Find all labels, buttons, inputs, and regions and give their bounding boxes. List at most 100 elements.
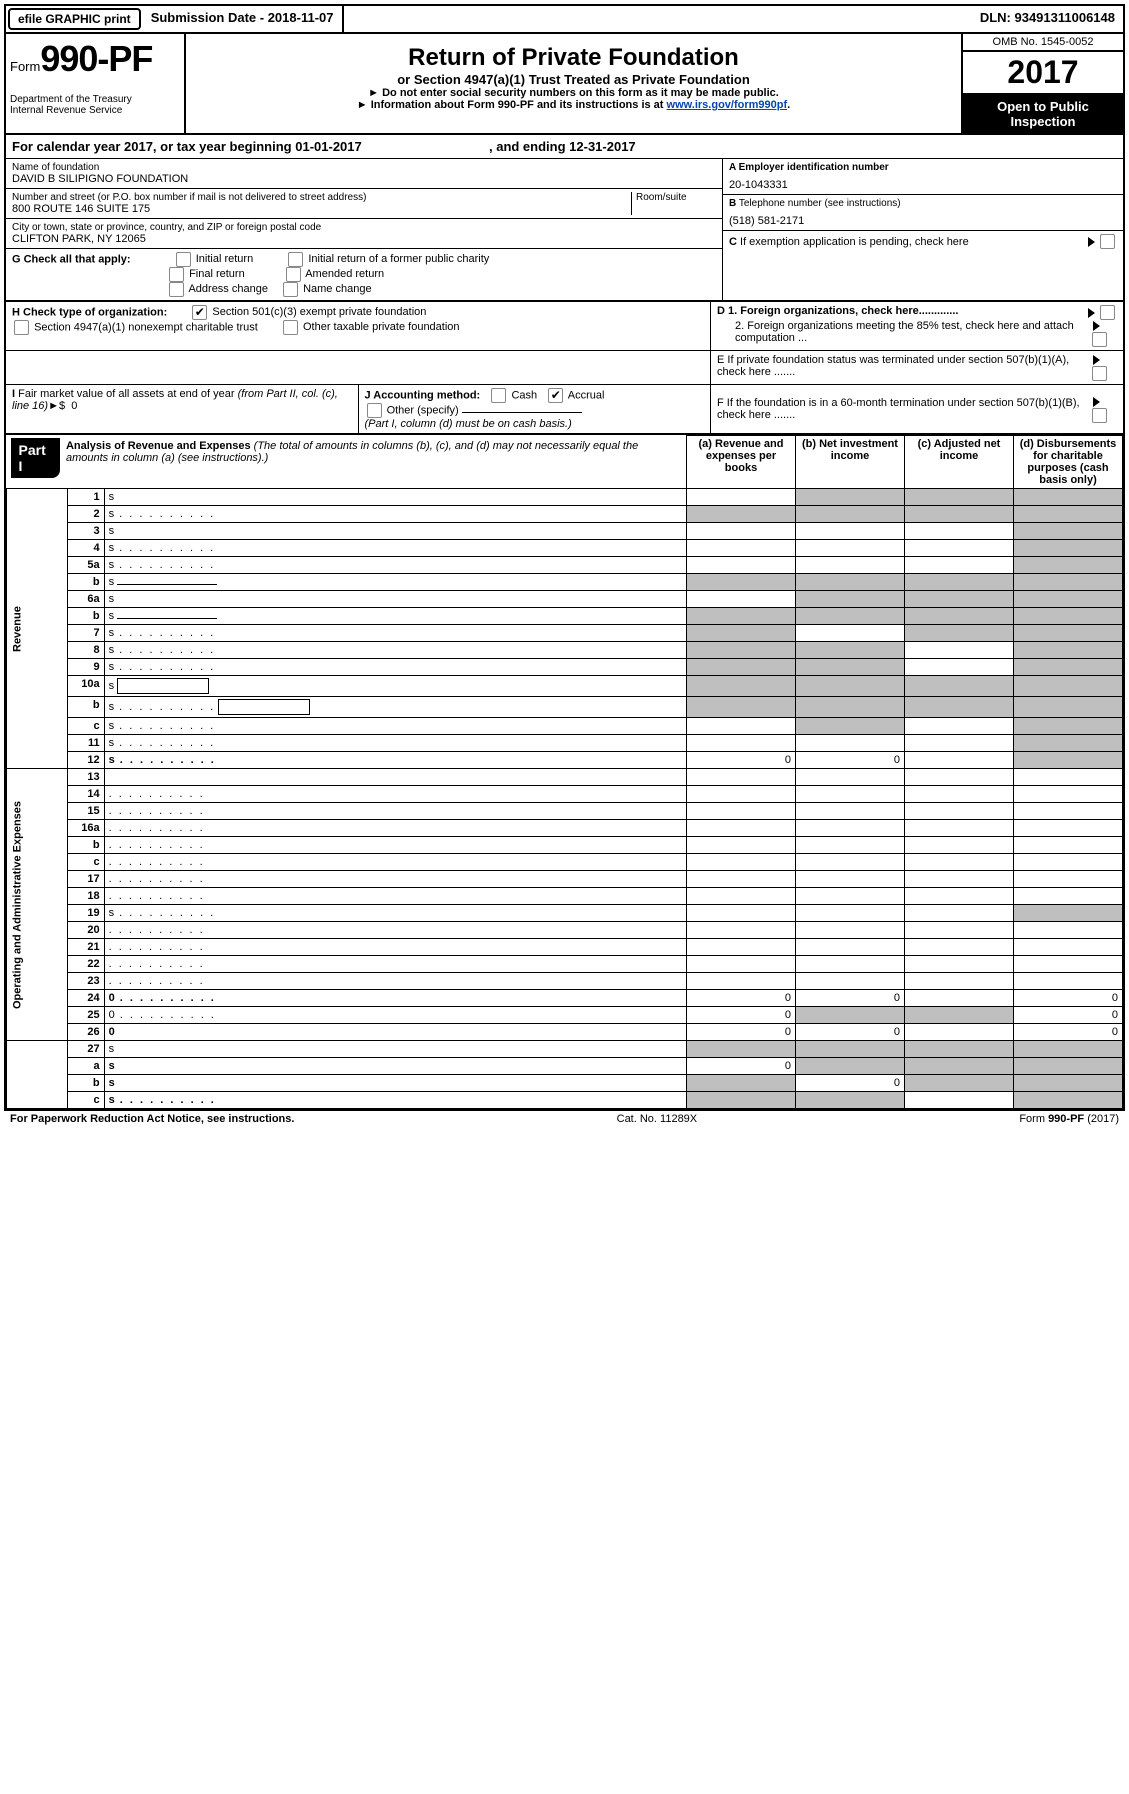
h-label: H Check type of organization:: [12, 306, 167, 318]
inline-box[interactable]: [218, 699, 310, 715]
cell-value: [796, 956, 905, 973]
line-number: c: [67, 718, 104, 735]
cb-other-taxable[interactable]: [283, 320, 298, 335]
dept-irs: Internal Revenue Service: [10, 105, 180, 116]
cell-value: [687, 888, 796, 905]
line-number: 18: [67, 888, 104, 905]
line-number: 23: [67, 973, 104, 990]
cb-exemption-pending[interactable]: [1100, 234, 1115, 249]
cell-value: [796, 871, 905, 888]
cell-value: [796, 888, 905, 905]
cell-value: 0: [687, 990, 796, 1007]
cell-value: [687, 922, 796, 939]
street-cell: Number and street (or P.O. box number if…: [6, 189, 722, 219]
cb-cash[interactable]: [491, 388, 506, 403]
cell-value: [905, 990, 1014, 1007]
identity-left: Name of foundation DAVID B SILIPIGNO FOU…: [6, 159, 722, 300]
cb-initial-former[interactable]: [288, 252, 303, 267]
cell-value: [796, 557, 905, 574]
cb-other-method[interactable]: [367, 403, 382, 418]
cell-shaded: [1014, 1058, 1123, 1075]
footer-mid: Cat. No. 11289X: [617, 1113, 698, 1125]
net-spacer: [7, 1041, 68, 1109]
cb-60month[interactable]: [1092, 408, 1107, 423]
i-cell: I Fair market value of all assets at end…: [6, 385, 359, 433]
cb-4947[interactable]: [14, 320, 29, 335]
cell-shaded: [905, 489, 1014, 506]
line-number: 19: [67, 905, 104, 922]
table-row: 17: [7, 871, 1123, 888]
cell-shaded: [796, 659, 905, 676]
line-desc: [104, 922, 686, 939]
line-number: a: [67, 1058, 104, 1075]
efile-print-button[interactable]: efile GRAPHIC print: [8, 8, 141, 30]
line-desc: s: [104, 659, 686, 676]
cell-shaded: [687, 676, 796, 697]
line-desc: s: [104, 718, 686, 735]
line-number: c: [67, 1092, 104, 1109]
inline-box[interactable]: [117, 678, 209, 694]
cell-shaded: [905, 1007, 1014, 1024]
cell-shaded: [1014, 905, 1123, 922]
table-row: 9s: [7, 659, 1123, 676]
cb-final-return[interactable]: [169, 267, 184, 282]
d2-label: 2. Foreign organizations meeting the 85%…: [717, 320, 1090, 347]
cb-foreign-org[interactable]: [1100, 305, 1115, 320]
line-number: b: [67, 837, 104, 854]
cell-value: 0: [687, 1058, 796, 1075]
instr-pre: ► Information about Form 990-PF and its …: [357, 99, 667, 111]
cell-value: [905, 871, 1014, 888]
cell-shaded: [796, 642, 905, 659]
g-initial: Initial return: [196, 253, 253, 265]
line-number: c: [67, 854, 104, 871]
cb-501c3[interactable]: [192, 305, 207, 320]
omb-number: OMB No. 1545-0052: [963, 34, 1123, 52]
cell-value: [796, 786, 905, 803]
line-number: 21: [67, 939, 104, 956]
line-desc: s: [104, 735, 686, 752]
table-row: 21: [7, 939, 1123, 956]
irs-link[interactable]: www.irs.gov/form990pf: [667, 99, 788, 111]
d-cell: D 1. Foreign organizations, check here..…: [710, 302, 1123, 350]
line-desc: s: [104, 676, 686, 697]
line-number: 14: [67, 786, 104, 803]
cell-value: 0: [1014, 990, 1123, 1007]
footer-left: For Paperwork Reduction Act Notice, see …: [10, 1113, 294, 1125]
cell-shaded: [1014, 735, 1123, 752]
cell-shaded: [687, 625, 796, 642]
table-row: 11s: [7, 735, 1123, 752]
cell-value: [1014, 939, 1123, 956]
cb-terminated[interactable]: [1092, 366, 1107, 381]
cell-value: [1014, 786, 1123, 803]
line-desc: s: [104, 574, 686, 591]
cell-value: [905, 786, 1014, 803]
cb-initial-return[interactable]: [176, 252, 191, 267]
cal-begin: 01-01-2017: [295, 139, 362, 154]
line-desc: s: [104, 905, 686, 922]
table-row: 16a: [7, 820, 1123, 837]
cb-name-change[interactable]: [283, 282, 298, 297]
cell-shaded: [687, 659, 796, 676]
cb-amended[interactable]: [286, 267, 301, 282]
c-cell: C If exemption application is pending, c…: [723, 231, 1123, 252]
line-number: 1: [67, 489, 104, 506]
line-desc: s: [104, 642, 686, 659]
cell-shaded: [1014, 1075, 1123, 1092]
cb-address-change[interactable]: [169, 282, 184, 297]
ijf-row: I Fair market value of all assets at end…: [6, 385, 1123, 435]
cb-accrual[interactable]: [548, 388, 563, 403]
cell-value: [796, 939, 905, 956]
line-number: 7: [67, 625, 104, 642]
e-cell: E If private foundation status was termi…: [710, 351, 1123, 384]
table-row: 3s: [7, 523, 1123, 540]
line-number: b: [67, 1075, 104, 1092]
cell-value: [905, 973, 1014, 990]
line-desc: 0: [104, 1007, 686, 1024]
cell-shaded: [687, 1041, 796, 1058]
d1-label: D 1. Foreign organizations, check here..…: [717, 305, 958, 317]
g-row: G Check all that apply: Initial return I…: [6, 249, 722, 300]
cb-foreign-85[interactable]: [1092, 332, 1107, 347]
cell-value: [796, 922, 905, 939]
cell-value: [796, 735, 905, 752]
line-desc: s: [104, 1058, 686, 1075]
